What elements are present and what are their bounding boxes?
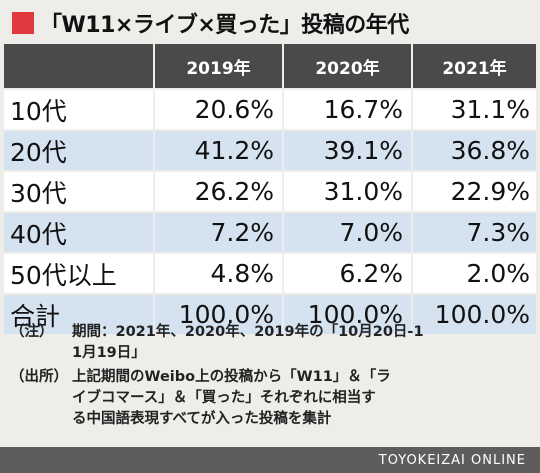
- page-title: 「W11×ライブ×買った」投稿の年代: [40, 13, 409, 38]
- note-label: （出所）: [10, 369, 68, 385]
- table-row: 20代 41.2% 39.1% 36.8%: [4, 131, 536, 170]
- notes: （注） 期間：2021年、2020年、2019年の「10月20日-1 1月19日…: [10, 322, 530, 430]
- row-label: 50代以上: [4, 254, 153, 293]
- note-line: 1月19日」: [72, 345, 146, 361]
- age-table: 2019年 2020年 2021年 10代 20.6% 16.7% 31.1% …: [4, 44, 536, 334]
- table-row: 50代以上 4.8% 6.2% 2.0%: [4, 254, 536, 293]
- note-period: （注） 期間：2021年、2020年、2019年の「10月20日-1 1月19日…: [10, 322, 530, 364]
- header-cell-2020: 2020年: [284, 44, 411, 88]
- row-label: 40代: [4, 213, 153, 252]
- table-cell: 2.0%: [413, 254, 536, 293]
- table-cell: 4.8%: [155, 254, 282, 293]
- table-cell: 41.2%: [155, 131, 282, 170]
- table-row-total: 合計 100.0% 100.0% 100.0%: [4, 295, 536, 334]
- note-text: 期間：2021年、2020年、2019年の「10月20日-1 1月19日」: [72, 322, 530, 364]
- table-cell: 20.6%: [155, 90, 282, 129]
- footer-brand: TOYOKEIZAI ONLINE: [0, 447, 540, 473]
- table-cell: 31.1%: [413, 90, 536, 129]
- table-cell: 7.0%: [284, 213, 411, 252]
- note-line: 上記期間のWeibo上の投稿から「W11」＆「ラ: [72, 369, 391, 385]
- row-label: 20代: [4, 131, 153, 170]
- table-cell: 16.7%: [284, 90, 411, 129]
- row-label: 30代: [4, 172, 153, 211]
- title-row: 「W11×ライブ×買った」投稿の年代: [12, 8, 409, 38]
- table-row: 10代 20.6% 16.7% 31.1%: [4, 90, 536, 129]
- header-cell-2019: 2019年: [155, 44, 282, 88]
- table-cell: 31.0%: [284, 172, 411, 211]
- note-source: （出所） 上記期間のWeibo上の投稿から「W11」＆「ラ イブコマース」＆「買…: [10, 367, 530, 430]
- table-cell: 100.0%: [155, 295, 282, 334]
- table-header-row: 2019年 2020年 2021年: [4, 44, 536, 88]
- title-marker: [12, 12, 34, 34]
- row-label: 合計: [4, 295, 153, 334]
- table-row: 40代 7.2% 7.0% 7.3%: [4, 213, 536, 252]
- header-cell-empty: [4, 44, 153, 88]
- table-cell: 7.3%: [413, 213, 536, 252]
- note-line: る中国語表現すべてが入った投稿を集計: [72, 411, 332, 427]
- table-cell: 7.2%: [155, 213, 282, 252]
- note-text: 上記期間のWeibo上の投稿から「W11」＆「ラ イブコマース」＆「買った」それ…: [72, 367, 530, 430]
- table-cell: 39.1%: [284, 131, 411, 170]
- table-cell: 26.2%: [155, 172, 282, 211]
- note-label: （注）: [10, 324, 54, 340]
- note-line: イブコマース」＆「買った」それぞれに相当す: [72, 390, 376, 406]
- table-cell: 6.2%: [284, 254, 411, 293]
- note-line: 期間：2021年、2020年、2019年の「10月20日-1: [72, 324, 424, 340]
- table-row: 30代 26.2% 31.0% 22.9%: [4, 172, 536, 211]
- table-cell: 100.0%: [413, 295, 536, 334]
- table-cell: 22.9%: [413, 172, 536, 211]
- table-cell: 36.8%: [413, 131, 536, 170]
- table-cell: 100.0%: [284, 295, 411, 334]
- row-label: 10代: [4, 90, 153, 129]
- header-cell-2021: 2021年: [413, 44, 536, 88]
